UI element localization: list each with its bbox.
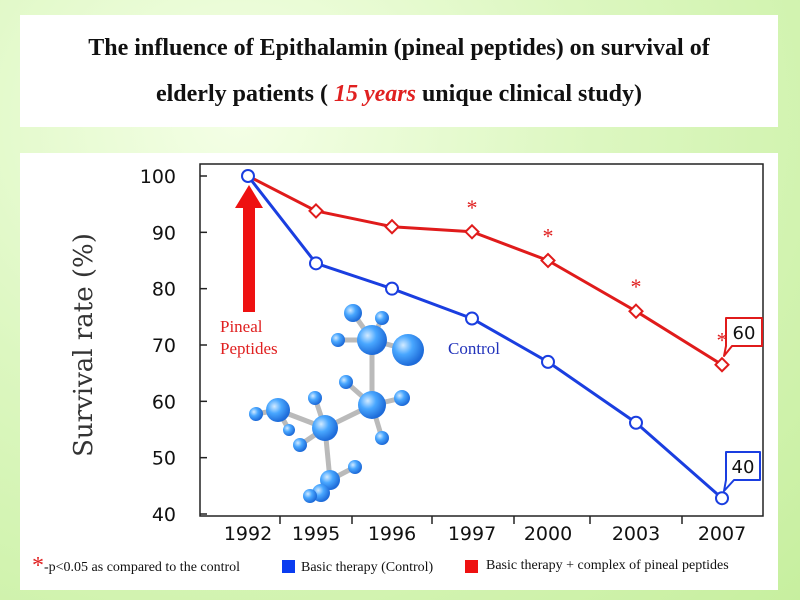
peptides-point: [308, 203, 324, 219]
title-line-2-start: elderly patients (: [155, 81, 334, 107]
pineal-label-line2: Peptides: [220, 339, 278, 358]
control-point: [465, 311, 479, 326]
y-tick-label: 50: [152, 448, 176, 470]
x-tick-label: 1992: [224, 523, 272, 545]
pineal-arrow-icon: [235, 185, 263, 312]
significance-star-marker: *: [543, 224, 554, 249]
control-point: [541, 354, 555, 369]
red-end-value: 60: [733, 323, 756, 344]
title-line-2: elderly patients ( 15 years unique clini…: [156, 71, 642, 117]
x-tick-label: 2003: [612, 523, 660, 545]
y-tick-label: 90: [152, 222, 176, 244]
legend-label-control: Basic therapy (Control): [301, 560, 434, 575]
y-tick-label: 100: [140, 166, 176, 188]
control-series-line: [246, 175, 723, 500]
legend-label-peptides: Basic therapy + complex of pineal peptid…: [486, 558, 729, 573]
title-line-2-end: unique clinical study): [415, 81, 643, 107]
blue-end-value: 40: [732, 457, 755, 478]
significance-note: -p<0.05 as compared to the control: [44, 560, 241, 575]
control-label: Control: [448, 339, 500, 358]
significance-star-marker: *: [467, 195, 478, 220]
pineal-label-line1: Pineal: [220, 317, 263, 336]
legend-footer: * -p<0.05 as compared to the control Bas…: [28, 553, 788, 580]
y-tick-label: 80: [152, 279, 176, 301]
y-axis-label: Survival rate (%): [69, 233, 99, 457]
significance-star: *: [32, 553, 44, 579]
peptides-point: [540, 252, 556, 269]
y-tick-label: 60: [152, 391, 176, 413]
control-point: [385, 281, 399, 296]
y-tick-label: 70: [152, 335, 176, 357]
peptides-point: [384, 218, 400, 235]
peptides-point: [714, 356, 730, 373]
red-end-callout: 60: [723, 317, 763, 357]
control-point: [241, 169, 255, 183]
blue-end-callout: 40: [723, 451, 761, 492]
significance-star-marker: *: [631, 274, 642, 299]
peptides-point: [464, 223, 480, 240]
chart-marks: 100 90 80 70 60 50 40 1992 1995 1996 1997 2000 2003 2…: [140, 166, 746, 545]
significance-star-marker: *: [717, 328, 728, 353]
title-box: The influence of Epithalamin (pineal pep…: [20, 15, 778, 127]
control-point: [629, 415, 643, 430]
control-point: [309, 256, 323, 271]
peptides-series-line: [247, 174, 723, 366]
x-tick-label: 2007: [698, 523, 746, 545]
legend-swatch-control: [282, 560, 295, 573]
legend-swatch-peptides: [465, 560, 478, 573]
molecule-illustration: [249, 304, 424, 503]
x-tick-label: 1996: [368, 523, 416, 545]
x-tick-label: 1997: [448, 523, 496, 545]
peptides-point: [628, 303, 644, 320]
x-tick-label: 1995: [292, 523, 340, 545]
x-tick-label: 2000: [524, 523, 572, 545]
y-tick-label: 40: [152, 504, 176, 526]
title-highlight: 15 years: [333, 81, 416, 107]
title-line-1: The influence of Epithalamin (pineal pep…: [88, 35, 710, 61]
control-point: [715, 491, 729, 506]
